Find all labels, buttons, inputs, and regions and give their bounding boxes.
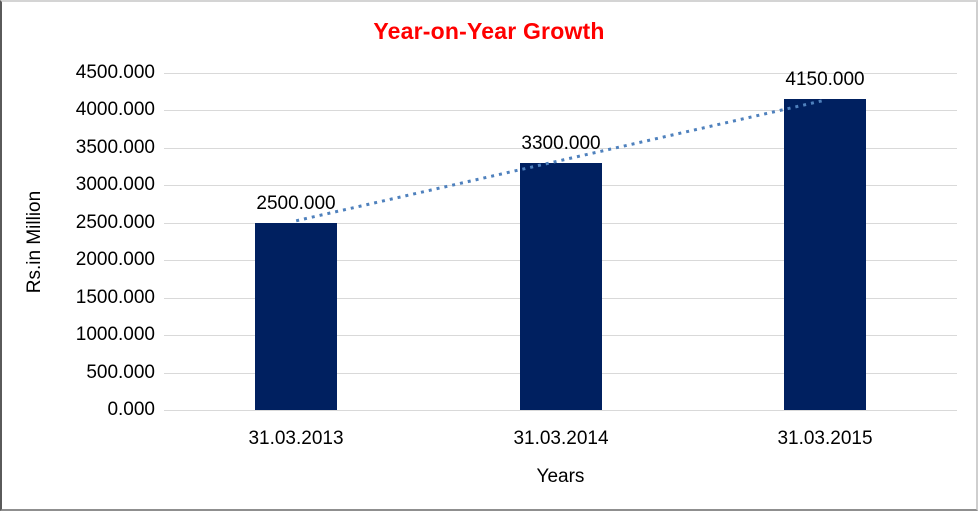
- y-tick-label: 1000.000: [75, 324, 155, 345]
- bar-31.03.2014: [520, 163, 602, 410]
- bar-value-label: 3300.000: [521, 133, 601, 154]
- y-axis-title: Rs.in Million: [24, 190, 45, 294]
- y-tick-label: 1500.000: [75, 287, 155, 308]
- bar-value-label: 2500.000: [256, 193, 336, 214]
- bar-31.03.2013: [255, 223, 337, 410]
- gridline: [164, 73, 957, 74]
- y-tick-label: 4500.000: [75, 62, 155, 83]
- y-tick-label: 4000.000: [75, 99, 155, 120]
- y-tick-label: 0.000: [107, 399, 155, 420]
- y-tick-label: 2500.000: [75, 212, 155, 233]
- x-axis-title: Years: [536, 466, 585, 487]
- y-tick-label: 3000.000: [75, 174, 155, 195]
- x-tick-label: 31.03.2013: [248, 428, 344, 449]
- bar-31.03.2015: [784, 99, 866, 410]
- y-tick-label: 2000.000: [75, 249, 155, 270]
- y-tick-label: 3500.000: [75, 137, 155, 158]
- bar-value-label: 4150.000: [785, 69, 865, 90]
- y-tick-label: 500.000: [86, 362, 155, 383]
- x-tick-label: 31.03.2015: [777, 428, 873, 449]
- x-tick-label: 31.03.2014: [513, 428, 609, 449]
- gridline: [164, 410, 957, 411]
- chart-title: Year-on-Year Growth: [373, 18, 605, 44]
